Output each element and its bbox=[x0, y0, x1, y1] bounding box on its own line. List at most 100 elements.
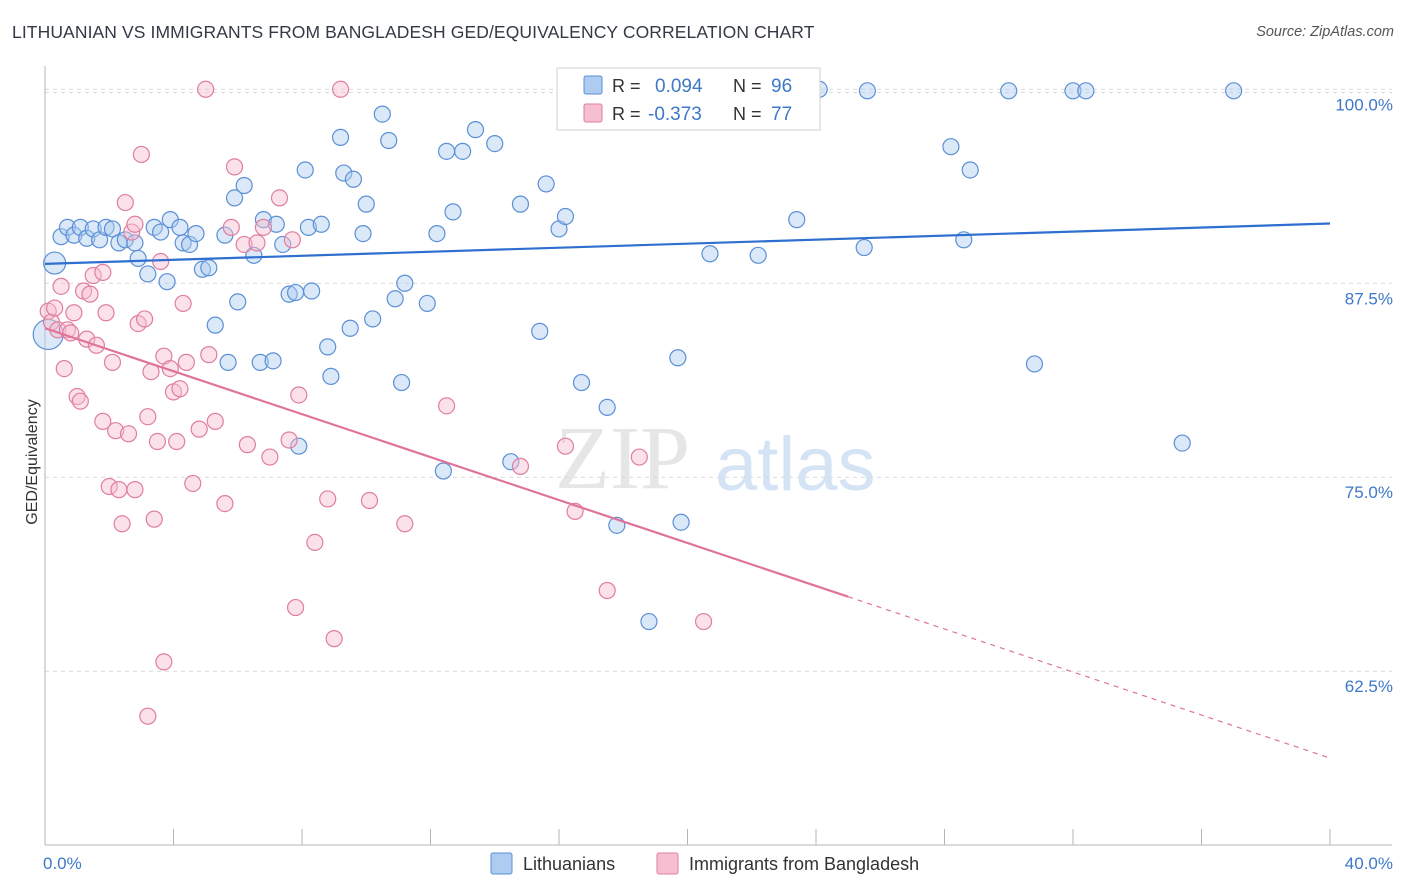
lithuanian-point bbox=[672, 513, 690, 531]
lithuanian-point bbox=[152, 223, 170, 241]
lithuanian-trend-line bbox=[44, 222, 1331, 265]
bangladesh-point bbox=[319, 490, 337, 508]
x-tick-label: 0.0% bbox=[43, 854, 82, 873]
lithuanian-point bbox=[84, 220, 102, 238]
y-tick-label: 87.5% bbox=[1345, 289, 1393, 308]
bangladesh-point bbox=[155, 653, 173, 671]
lithuanian-point bbox=[264, 352, 282, 370]
bangladesh-point bbox=[103, 353, 122, 371]
bangladesh-point bbox=[184, 474, 202, 493]
lithuanian-point bbox=[174, 234, 192, 252]
bangladesh-point bbox=[556, 437, 575, 455]
lithuanian-point bbox=[1025, 355, 1044, 373]
legend-r-value: -0.373 bbox=[648, 104, 702, 125]
lithuanian-point bbox=[392, 373, 411, 392]
lithuanian-point bbox=[187, 224, 205, 243]
bangladesh-point bbox=[174, 294, 192, 313]
lithuanian-point bbox=[396, 274, 414, 292]
lithuanian-point bbox=[171, 218, 189, 236]
lithuanian-point bbox=[290, 437, 308, 455]
bottom-legend-swatch-lithuanians[interactable] bbox=[490, 852, 513, 875]
lithuanian-point bbox=[454, 142, 472, 160]
bangladesh-point bbox=[46, 299, 64, 317]
bangladesh-point bbox=[145, 510, 163, 528]
lithuanian-point bbox=[274, 235, 292, 254]
bangladesh-trend-extension bbox=[847, 596, 1331, 759]
lithuanian-point bbox=[942, 138, 960, 156]
bangladesh-point bbox=[84, 266, 102, 285]
bangladesh-point bbox=[225, 158, 244, 176]
bangladesh-point bbox=[94, 263, 112, 281]
bangladesh-point bbox=[306, 533, 324, 552]
bangladesh-point bbox=[261, 448, 279, 466]
watermark-zip: ZIP bbox=[555, 409, 690, 508]
lithuanian-point bbox=[299, 218, 318, 236]
lithuanian-point bbox=[193, 260, 212, 278]
lithuanian-point bbox=[1077, 82, 1095, 100]
bangladesh-point bbox=[62, 324, 80, 342]
lithuanian-point bbox=[788, 211, 806, 229]
bottom-legend-swatch-bangladesh[interactable] bbox=[656, 852, 679, 875]
bangladesh-point bbox=[139, 408, 157, 426]
lithuanian-point bbox=[434, 462, 452, 480]
watermark-atlas: atlas bbox=[715, 422, 876, 507]
lithuanian-point bbox=[225, 189, 244, 207]
lithuanian-point bbox=[669, 349, 687, 367]
lithuanian-point bbox=[219, 353, 237, 371]
bangladesh-point bbox=[286, 598, 305, 617]
lithuanian-point bbox=[103, 220, 122, 238]
lithuanian-point bbox=[428, 224, 446, 243]
y-tick-label: 100.0% bbox=[1335, 95, 1393, 114]
lithuanian-point bbox=[341, 319, 359, 337]
lithuanian-point bbox=[331, 128, 350, 146]
bangladesh-point bbox=[97, 304, 115, 322]
bottom-legend-label-bangladesh: Immigrants from Bangladesh bbox=[689, 854, 919, 874]
bangladesh-point bbox=[216, 495, 234, 513]
bangladesh-point bbox=[598, 581, 616, 600]
bangladesh-point bbox=[135, 310, 154, 328]
lithuanian-point bbox=[364, 310, 382, 328]
lithuanian-point bbox=[296, 161, 314, 179]
bangladesh-point bbox=[197, 80, 215, 98]
bangladesh-point bbox=[171, 380, 189, 398]
lithuanian-point bbox=[380, 131, 398, 150]
bangladesh-point bbox=[110, 481, 128, 499]
lithuanian-point bbox=[1064, 82, 1082, 100]
lithuanian-point bbox=[139, 265, 157, 283]
bangladesh-point bbox=[148, 432, 167, 451]
bangladesh-point bbox=[55, 359, 73, 378]
lithuanian-point bbox=[437, 142, 456, 160]
bangladesh-point bbox=[168, 432, 186, 451]
lithuanian-point bbox=[319, 338, 337, 356]
lithuanian-point bbox=[267, 215, 285, 233]
bangladesh-point bbox=[694, 612, 713, 631]
lithuanian-point bbox=[486, 134, 504, 153]
legend-n-label: N = bbox=[733, 76, 762, 96]
lithuanian-point bbox=[598, 398, 616, 416]
legend-n-value: 96 bbox=[771, 76, 792, 97]
bangladesh-point bbox=[119, 425, 138, 443]
bangladesh-point bbox=[331, 80, 350, 98]
lithuanian-point bbox=[78, 229, 96, 247]
bangladesh-point bbox=[116, 193, 134, 212]
source-label: Source: ZipAtlas.com bbox=[1256, 24, 1394, 40]
bangladesh-point bbox=[177, 353, 195, 371]
bangladesh-point bbox=[126, 215, 144, 233]
bangladesh-point bbox=[113, 515, 131, 533]
legend-swatch-bangladesh bbox=[583, 103, 603, 123]
bangladesh-point bbox=[126, 481, 144, 499]
bangladesh-point bbox=[107, 422, 125, 440]
lithuanian-point bbox=[335, 164, 353, 182]
lithuanian-point bbox=[556, 207, 575, 226]
lithuanian-point bbox=[303, 282, 321, 300]
bangladesh-point bbox=[325, 630, 343, 648]
lithuanian-point bbox=[961, 161, 979, 179]
bangladesh-point bbox=[630, 448, 648, 466]
x-tick-label: 40.0% bbox=[1345, 854, 1393, 873]
bangladesh-point bbox=[132, 145, 150, 164]
lithuanian-point bbox=[52, 228, 70, 246]
lithuanian-point bbox=[502, 453, 520, 471]
chart-title: LITHUANIAN VS IMMIGRANTS FROM BANGLADESH… bbox=[12, 22, 815, 42]
lithuanian-point bbox=[251, 353, 269, 371]
bottom-legend-label-lithuanians: Lithuanians bbox=[523, 854, 615, 874]
